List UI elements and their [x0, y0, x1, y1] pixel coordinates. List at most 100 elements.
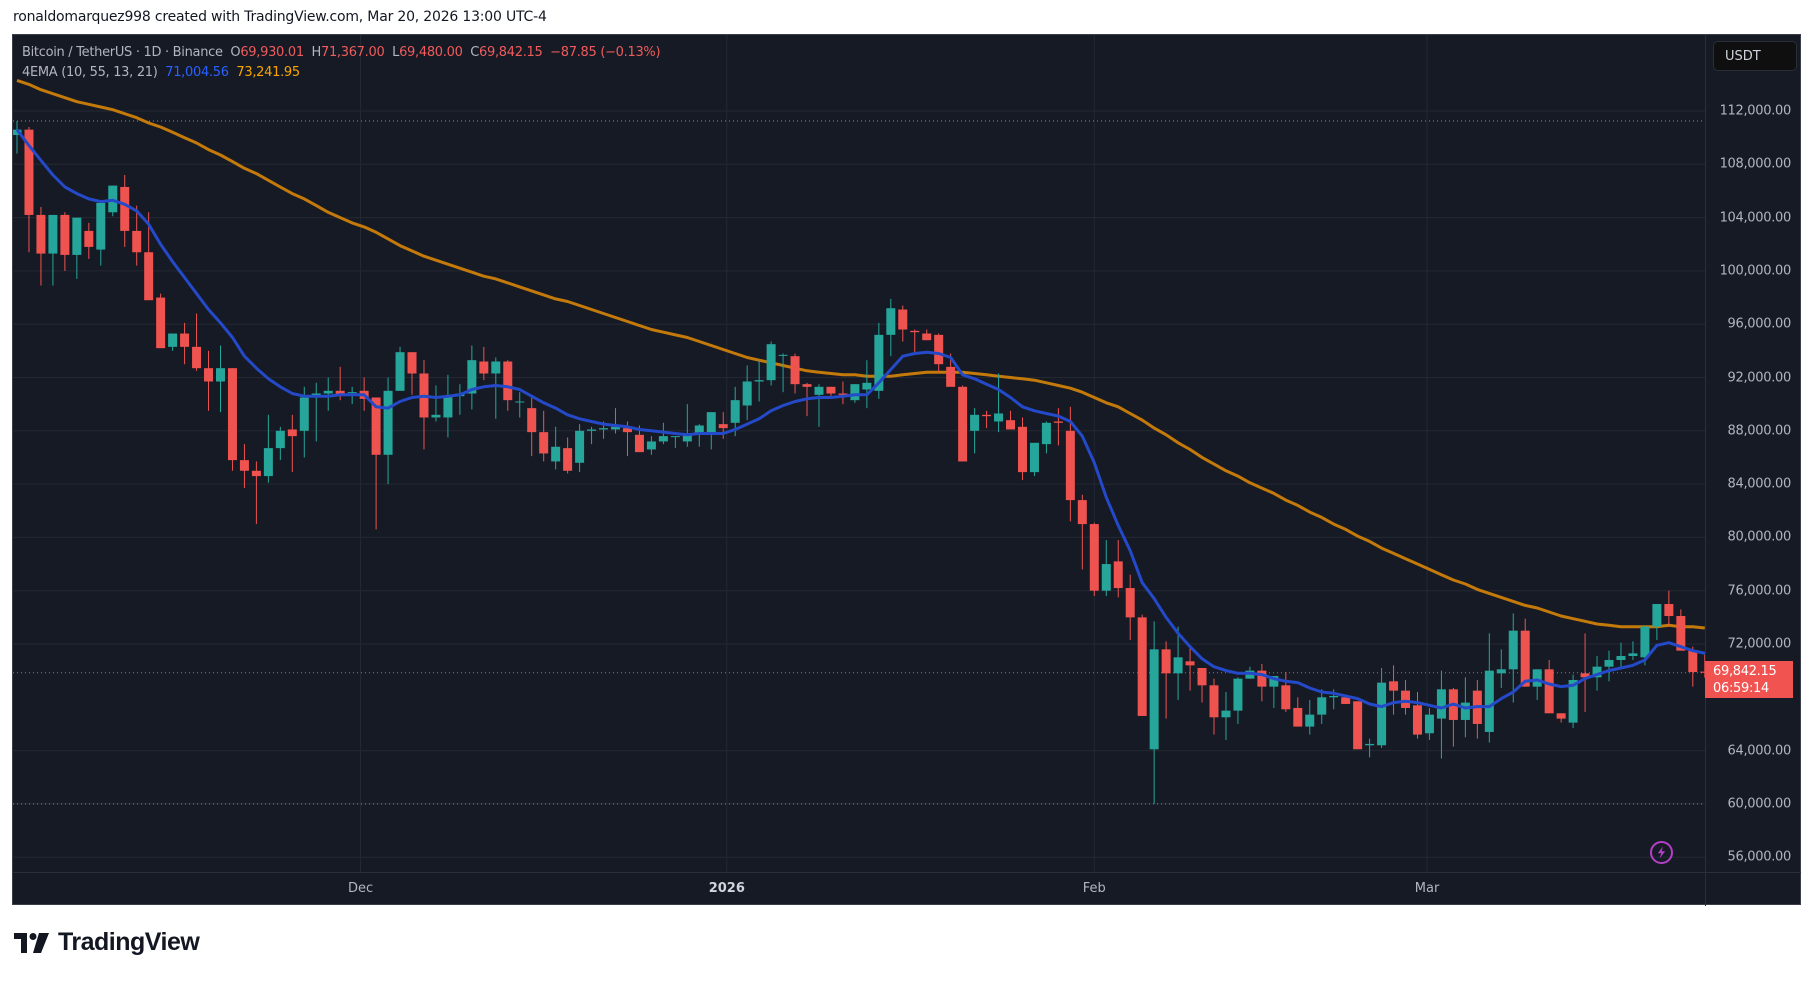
candle-down[interactable] [239, 460, 249, 471]
candle-up[interactable] [742, 381, 752, 406]
candle-down[interactable] [204, 368, 214, 382]
candle-down[interactable] [1137, 617, 1147, 716]
symbol-title[interactable]: Bitcoin / TetherUS · 1D · Binance [22, 45, 223, 60]
symbol-legend-row[interactable]: Bitcoin / TetherUS · 1D · Binance O69,93… [22, 43, 661, 63]
candle-down[interactable] [287, 429, 297, 437]
candle-down[interactable] [1664, 604, 1674, 617]
candle-up[interactable] [575, 430, 585, 463]
candle-up[interactable] [778, 354, 788, 356]
candle-up[interactable] [1532, 669, 1542, 687]
candle-up[interactable] [491, 361, 501, 374]
candle-up[interactable] [347, 392, 357, 394]
candle-down[interactable] [1353, 701, 1363, 750]
candle-up[interactable] [1221, 710, 1231, 718]
candle-down[interactable] [826, 386, 836, 394]
candle-up[interactable] [299, 397, 309, 431]
candlestick-chart[interactable] [13, 35, 1705, 872]
candle-up[interactable] [215, 368, 225, 382]
candle-up[interactable] [694, 425, 704, 435]
candle-down[interactable] [335, 390, 345, 395]
candle-down[interactable] [503, 361, 513, 401]
candle-up[interactable] [766, 344, 776, 381]
candle-up[interactable] [1496, 669, 1506, 674]
candle-down[interactable] [958, 386, 968, 462]
candle-up[interactable] [994, 413, 1004, 422]
candle-up[interactable] [1149, 649, 1159, 750]
candle-up[interactable] [1628, 653, 1638, 656]
candle-up[interactable] [1305, 714, 1315, 727]
candle-down[interactable] [227, 368, 237, 461]
candle-up[interactable] [850, 384, 860, 401]
candle-up[interactable] [730, 400, 740, 423]
candle-up[interactable] [467, 360, 477, 394]
candle-down[interactable] [1676, 616, 1686, 651]
candle-up[interactable] [515, 401, 525, 403]
candle-up[interactable] [1592, 666, 1602, 678]
candle-down[interactable] [934, 334, 944, 365]
candle-up[interactable] [1616, 655, 1626, 660]
candle-up[interactable] [1568, 679, 1578, 723]
candle-down[interactable] [36, 214, 46, 254]
candle-up[interactable] [1365, 743, 1375, 746]
candle-up[interactable] [1269, 675, 1279, 687]
candle-down[interactable] [1065, 430, 1075, 501]
candle-down[interactable] [180, 333, 190, 347]
candle-down[interactable] [144, 252, 154, 301]
candle-up[interactable] [970, 414, 980, 431]
price-axis[interactable]: USDT 112,000.00 108,000.00 104,000.00 100,0… [1705, 35, 1801, 872]
candle-up[interactable] [1640, 626, 1650, 658]
candle-up[interactable] [646, 441, 656, 450]
candle-up[interactable] [72, 217, 82, 255]
candle-down[interactable] [634, 434, 644, 453]
candle-up[interactable] [1604, 659, 1614, 667]
candle-up[interactable] [1029, 442, 1039, 473]
candle-down[interactable] [132, 230, 142, 253]
candle-down[interactable] [1185, 661, 1195, 666]
candle-up[interactable] [1377, 682, 1387, 746]
candle-down[interactable] [1017, 426, 1027, 473]
tradingview-logo[interactable]: TradingView [14, 928, 200, 957]
candle-down[interactable] [1580, 673, 1590, 678]
candle-down[interactable] [1520, 630, 1530, 687]
candle-up[interactable] [706, 412, 716, 435]
candle-up[interactable] [275, 430, 285, 449]
candle-up[interactable] [1233, 678, 1243, 711]
candle-up[interactable] [886, 308, 896, 335]
candle-down[interactable] [1389, 681, 1399, 691]
candle-down[interactable] [790, 356, 800, 385]
candle-down[interactable] [1125, 588, 1135, 618]
candle-up[interactable] [443, 396, 453, 418]
candle-down[interactable] [192, 346, 202, 369]
candle-down[interactable] [1006, 420, 1016, 430]
candle-up[interactable] [587, 429, 597, 431]
lightning-icon[interactable] [1650, 841, 1673, 864]
candle-down[interactable] [922, 333, 932, 341]
candle-up[interactable] [323, 390, 333, 394]
candle-up[interactable] [862, 382, 872, 390]
candle-down[interactable] [1053, 421, 1063, 423]
candle-down[interactable] [1688, 650, 1698, 672]
candle-down[interactable] [838, 393, 848, 395]
candle-up[interactable] [682, 434, 692, 442]
candle-up[interactable] [1317, 697, 1327, 715]
candle-up[interactable] [1041, 422, 1051, 445]
candle-up[interactable] [1460, 702, 1470, 720]
chart-container[interactable]: Bitcoin / TetherUS · 1D · Binance O69,93… [12, 34, 1801, 906]
candle-down[interactable] [1556, 713, 1566, 719]
candle-down[interactable] [1401, 690, 1411, 708]
candle-down[interactable] [1700, 671, 1705, 673]
candle-down[interactable] [1257, 670, 1267, 687]
candle-up[interactable] [1424, 714, 1434, 734]
candle-down[interactable] [84, 230, 94, 247]
candle-up[interactable] [263, 448, 273, 477]
indicator-legend-row[interactable]: 4EMA (10, 55, 13, 21) 71,004.56 73,241.9… [22, 63, 660, 83]
candle-up[interactable] [1484, 670, 1494, 732]
candle-up[interactable] [670, 436, 680, 438]
candle-up[interactable] [551, 446, 561, 462]
candle-up[interactable] [1101, 564, 1111, 591]
candle-up[interactable] [431, 414, 441, 418]
candle-down[interactable] [1077, 500, 1087, 525]
candle-up[interactable] [1436, 689, 1446, 719]
candle-up[interactable] [1173, 657, 1183, 674]
candle-down[interactable] [24, 129, 34, 215]
